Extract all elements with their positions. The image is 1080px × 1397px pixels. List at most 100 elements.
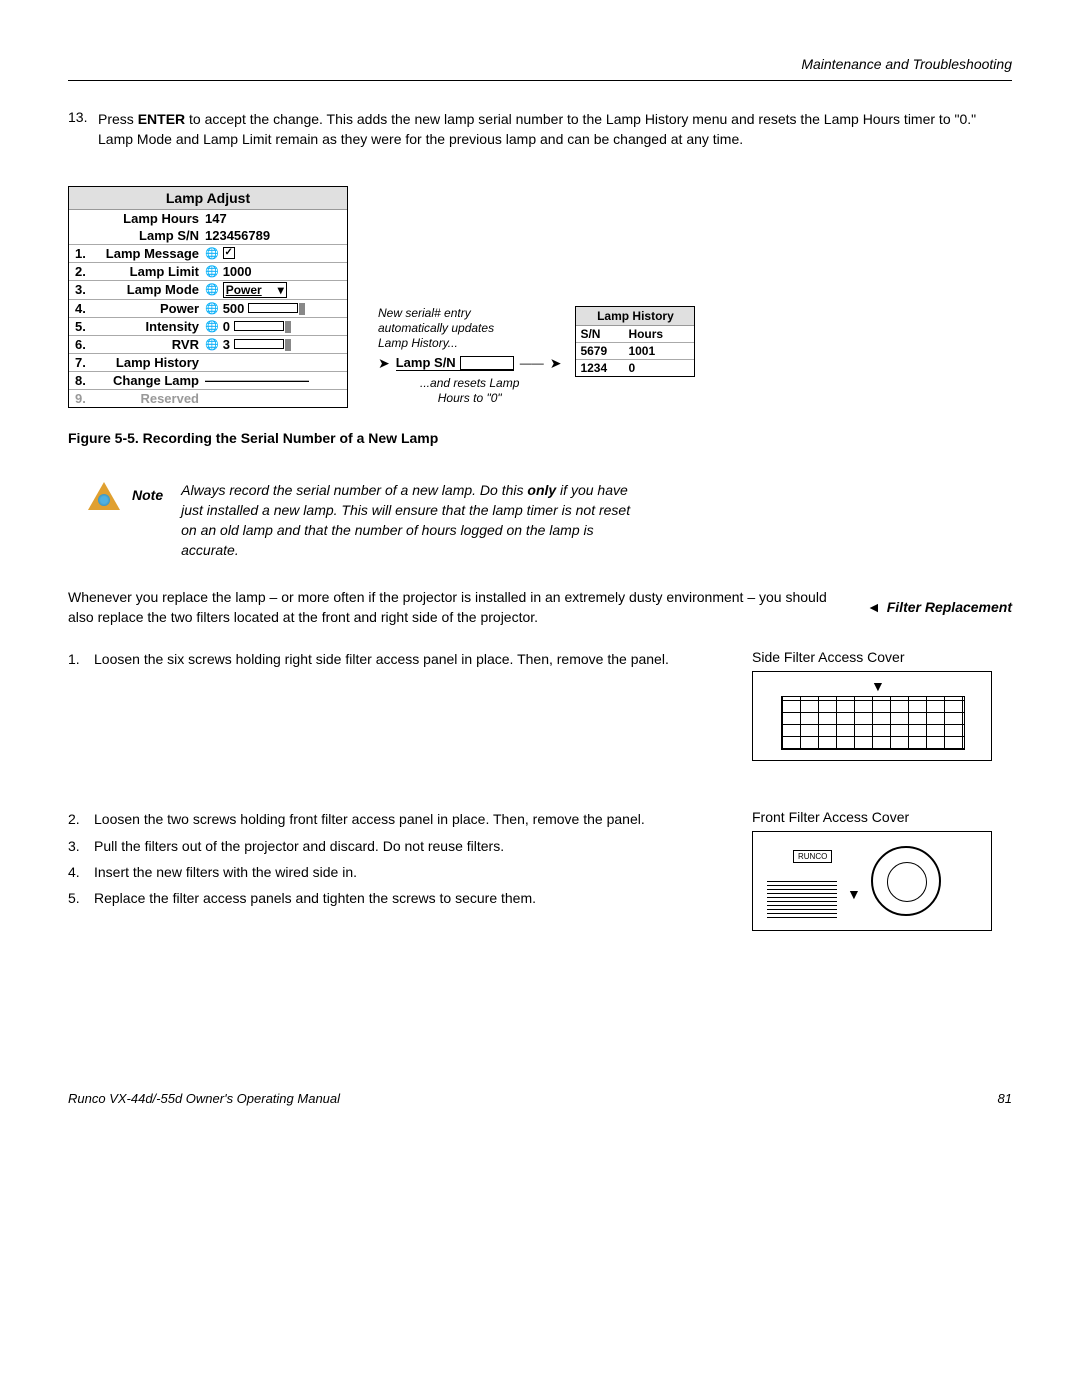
- warning-icon: [88, 482, 120, 510]
- globe-icon: 🌐: [205, 283, 219, 296]
- footer-title: Runco VX-44d/-55d Owner's Operating Manu…: [68, 1091, 340, 1106]
- lamp-sn-label: Lamp S/N: [95, 228, 205, 243]
- row-label: Intensity: [95, 319, 205, 334]
- checkbox-icon[interactable]: ✓: [223, 247, 235, 259]
- filter-grid-icon: [781, 696, 965, 750]
- header-rule: [68, 80, 1012, 81]
- annotation-resets: ...and resets Lamp Hours to "0": [378, 376, 561, 406]
- lamp-hours-value: 147: [205, 211, 341, 226]
- row-num: 8.: [75, 373, 95, 388]
- row-label: RVR: [95, 337, 205, 352]
- note-label: Note: [132, 487, 163, 503]
- step-post: to accept the change. This adds the new …: [98, 111, 976, 147]
- filter-step-2: 2.Loosen the two screws holding front fi…: [68, 809, 722, 829]
- row-num: 1.: [75, 246, 95, 261]
- page-footer: Runco VX-44d/-55d Owner's Operating Manu…: [68, 1091, 1012, 1106]
- row-label: Lamp Mode: [95, 282, 205, 297]
- step-number: 13.: [68, 109, 98, 150]
- row-value: 3: [223, 337, 230, 352]
- connector-line: ————————: [205, 373, 341, 388]
- slider-icon[interactable]: [234, 339, 284, 349]
- lamp-sn-label: Lamp S/N: [396, 355, 456, 370]
- row-reserved: 9. Reserved: [69, 390, 347, 407]
- globe-icon: 🌐: [205, 338, 219, 351]
- figure-caption: Figure 5-5. Recording the Serial Number …: [68, 430, 1012, 446]
- figure-area: Lamp Adjust Lamp Hours 147 Lamp S/N 1234…: [68, 186, 1012, 408]
- lamp-history-header: S/NHours: [576, 326, 694, 343]
- lamp-hours-label: Lamp Hours: [95, 211, 205, 226]
- row-value: 1000: [223, 264, 252, 279]
- lamp-history-table: Lamp History S/NHours 56791001 12340: [575, 306, 695, 377]
- row-label: Lamp Message: [95, 246, 205, 261]
- chevron-down-icon: ▾: [278, 283, 284, 297]
- row-label: Change Lamp: [95, 373, 205, 388]
- filter-replacement-heading: ◄ Filter Replacement: [867, 587, 1012, 628]
- filter-step-3: 3.Pull the filters out of the projector …: [68, 836, 722, 856]
- step-text: Press ENTER to accept the change. This a…: [98, 109, 1012, 150]
- globe-icon: 🌐: [205, 302, 219, 315]
- filter-step-4: 4.Insert the new filters with the wired …: [68, 862, 722, 882]
- lamp-sn-input[interactable]: [460, 356, 514, 370]
- row-value: 500: [223, 301, 245, 316]
- lamp-sn-value: 123456789: [205, 228, 341, 243]
- row-label: Lamp History: [95, 355, 205, 370]
- slider-icon[interactable]: [248, 303, 298, 313]
- row-num: 9.: [75, 391, 95, 406]
- filter-intro-row: Whenever you replace the lamp – or more …: [68, 587, 1012, 628]
- row-label: Power: [95, 301, 205, 316]
- lamp-sn-input-box[interactable]: Lamp S/N: [396, 355, 514, 371]
- lamp-adjust-menu: Lamp Adjust Lamp Hours 147 Lamp S/N 1234…: [68, 186, 348, 408]
- note-text: Always record the serial number of a new…: [181, 480, 641, 561]
- row-lamp-message[interactable]: 1. Lamp Message 🌐 ✓: [69, 245, 347, 263]
- row-change-lamp[interactable]: 8. Change Lamp ————————: [69, 372, 347, 390]
- pointer-down-icon: ▼: [847, 886, 861, 902]
- row-intensity[interactable]: 5. Intensity 🌐 0: [69, 318, 347, 336]
- row-rvr[interactable]: 6. RVR 🌐 3: [69, 336, 347, 354]
- projector-front-diagram: RUNCO ▼: [752, 831, 992, 931]
- filter-intro-text: Whenever you replace the lamp – or more …: [68, 587, 843, 628]
- row-lamp-limit[interactable]: 2. Lamp Limit 🌐 1000: [69, 263, 347, 281]
- slider-icon[interactable]: [234, 321, 284, 331]
- filter-step-1: 1.Loosen the six screws holding right si…: [68, 649, 722, 669]
- arrow-right-icon: ➤: [378, 355, 390, 372]
- lamp-sn-row: Lamp S/N 123456789: [69, 227, 347, 245]
- side-cover-label: Side Filter Access Cover: [752, 649, 1012, 665]
- step-bold: ENTER: [138, 111, 185, 127]
- globe-icon: 🌐: [205, 265, 219, 278]
- page-number: 81: [998, 1091, 1012, 1106]
- lens-icon: [871, 846, 941, 916]
- filter-steps-block-1: 1.Loosen the six screws holding right si…: [68, 649, 1012, 789]
- row-lamp-mode[interactable]: 3. Lamp Mode 🌐 Power▾: [69, 281, 347, 300]
- lamp-history-row: 12340: [576, 360, 694, 376]
- lamp-history-row: 56791001: [576, 343, 694, 360]
- globe-icon: 🌐: [205, 247, 219, 260]
- row-num: 7.: [75, 355, 95, 370]
- row-num: 6.: [75, 337, 95, 352]
- row-label: Reserved: [95, 391, 205, 406]
- row-value: 0: [223, 319, 230, 334]
- row-lamp-history[interactable]: 7. Lamp History: [69, 354, 347, 372]
- pointer-down-icon: ▼: [871, 678, 885, 694]
- row-num: 3.: [75, 282, 95, 297]
- lamp-adjust-title: Lamp Adjust: [69, 187, 347, 210]
- annotation-new-serial: New serial# entry automatically updates …: [378, 306, 561, 351]
- row-num: 4.: [75, 301, 95, 316]
- connector-dash: ——: [520, 356, 544, 370]
- arrow-right-icon: ➤: [550, 355, 562, 372]
- filter-step-5: 5.Replace the filter access panels and t…: [68, 888, 722, 908]
- row-label: Lamp Limit: [95, 264, 205, 279]
- lamp-history-title: Lamp History: [576, 307, 694, 326]
- projector-side-diagram: ▼: [752, 671, 992, 761]
- section-header: Maintenance and Troubleshooting: [68, 56, 1012, 72]
- step-pre: Press: [98, 111, 138, 127]
- filter-steps-block-2: 2.Loosen the two screws holding front fi…: [68, 809, 1012, 931]
- row-num: 5.: [75, 319, 95, 334]
- row-num: 2.: [75, 264, 95, 279]
- row-power[interactable]: 4. Power 🌐 500: [69, 300, 347, 318]
- runco-logo: RUNCO: [793, 850, 832, 863]
- step-13: 13. Press ENTER to accept the change. Th…: [68, 109, 1012, 150]
- lamp-mode-dropdown[interactable]: Power▾: [223, 282, 287, 298]
- lamp-hours-row: Lamp Hours 147: [69, 210, 347, 227]
- globe-icon: 🌐: [205, 320, 219, 333]
- lamp-history-diagram: New serial# entry automatically updates …: [378, 186, 695, 406]
